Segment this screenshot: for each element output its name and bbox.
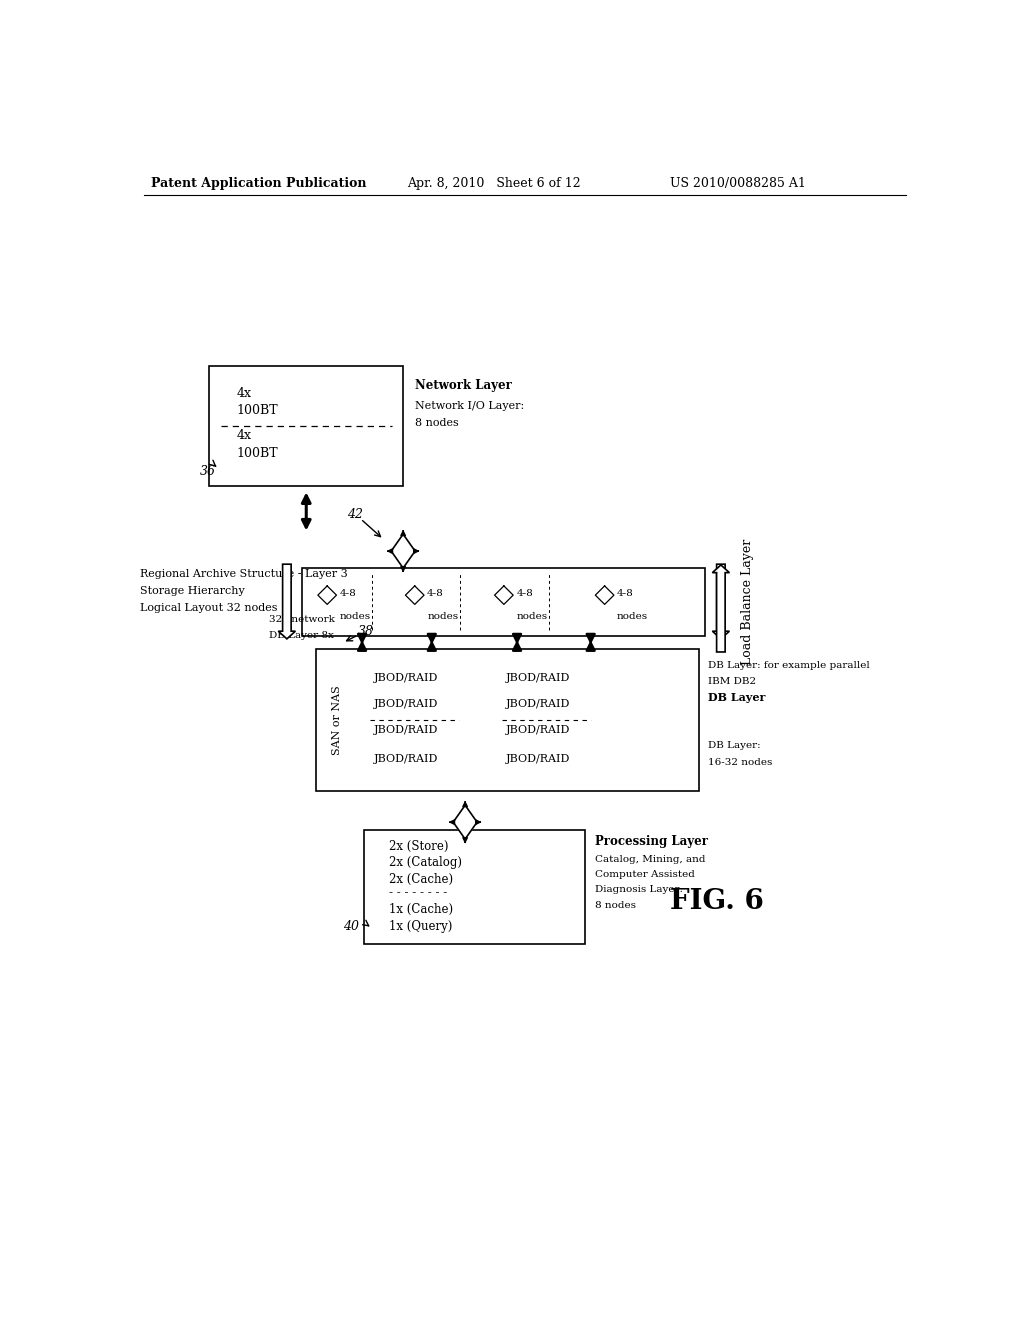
Text: JBOD/RAID: JBOD/RAID [506,673,569,684]
Text: Regional Archive Structure - Layer 3: Regional Archive Structure - Layer 3 [139,569,347,579]
Text: US 2010/0088285 A1: US 2010/0088285 A1 [671,177,806,190]
Text: 4-8: 4-8 [427,589,443,598]
Text: Storage Hierarchy: Storage Hierarchy [139,586,245,597]
Text: Patent Application Publication: Patent Application Publication [152,177,367,190]
Text: nodes: nodes [617,612,648,622]
Text: nodes: nodes [340,612,371,622]
Text: DB Layer: for example parallel: DB Layer: for example parallel [709,661,870,671]
Text: 2x (Cache): 2x (Cache) [389,874,454,887]
Text: JBOD/RAID: JBOD/RAID [374,754,438,764]
Polygon shape [406,586,424,605]
Polygon shape [454,805,477,840]
Text: Network I/O Layer:: Network I/O Layer: [415,401,524,412]
Text: 4x: 4x [237,429,252,442]
Text: 2x (Catalog): 2x (Catalog) [389,857,462,870]
Text: nodes: nodes [516,612,548,622]
FancyArrow shape [713,565,729,652]
Text: 1x (Query): 1x (Query) [389,920,453,933]
Text: 100BT: 100BT [237,404,279,417]
Text: 100BT: 100BT [237,446,279,459]
Text: 38: 38 [358,626,374,639]
Text: 8 nodes: 8 nodes [415,418,459,428]
FancyBboxPatch shape [365,830,586,944]
Text: 4-8: 4-8 [516,589,534,598]
FancyArrow shape [279,564,295,639]
Polygon shape [391,535,415,568]
Text: DB Layer:: DB Layer: [709,741,761,750]
Text: DB Layer: DB Layer [709,692,766,704]
Text: 16-32 nodes: 16-32 nodes [709,758,773,767]
Text: JBOD/RAID: JBOD/RAID [506,754,569,764]
Text: Computer Assisted: Computer Assisted [595,870,694,879]
Text: 4-8: 4-8 [340,589,356,598]
Text: 42: 42 [346,508,362,520]
Polygon shape [317,586,337,605]
Text: 1x (Cache): 1x (Cache) [389,903,454,916]
Text: Catalog, Mining, and: Catalog, Mining, and [595,854,706,863]
Text: 2x (Store): 2x (Store) [389,840,449,853]
Polygon shape [595,586,614,605]
Text: Load Balance Layer: Load Balance Layer [741,539,755,665]
Text: Network Layer: Network Layer [415,379,512,392]
Text: JBOD/RAID: JBOD/RAID [506,725,569,735]
Text: Processing Layer: Processing Layer [595,834,708,847]
Text: Logical Layout 32 nodes: Logical Layout 32 nodes [139,603,278,612]
Text: 36: 36 [200,465,216,478]
Text: DB Layer 8x: DB Layer 8x [269,631,334,639]
FancyBboxPatch shape [209,367,403,486]
Text: 4-8: 4-8 [617,589,634,598]
Text: JBOD/RAID: JBOD/RAID [374,673,438,684]
Text: Diagnosis Layer:: Diagnosis Layer: [595,886,683,895]
Text: 32x network: 32x network [269,615,335,624]
Text: 40: 40 [343,920,358,933]
Text: JBOD/RAID: JBOD/RAID [374,700,438,709]
Text: JBOD/RAID: JBOD/RAID [506,700,569,709]
Text: Apr. 8, 2010   Sheet 6 of 12: Apr. 8, 2010 Sheet 6 of 12 [407,177,581,190]
Polygon shape [495,586,513,605]
Text: - - - - - - - -: - - - - - - - - [389,887,447,899]
Text: IBM DB2: IBM DB2 [709,677,757,685]
Text: FIG. 6: FIG. 6 [671,888,764,915]
FancyArrow shape [713,564,729,639]
Text: 8 nodes: 8 nodes [595,900,636,909]
Text: 4x: 4x [237,387,252,400]
Text: JBOD/RAID: JBOD/RAID [374,725,438,735]
FancyBboxPatch shape [315,649,699,792]
Text: SAN or NAS: SAN or NAS [332,685,342,755]
Text: nodes: nodes [427,612,459,622]
FancyBboxPatch shape [302,568,706,636]
